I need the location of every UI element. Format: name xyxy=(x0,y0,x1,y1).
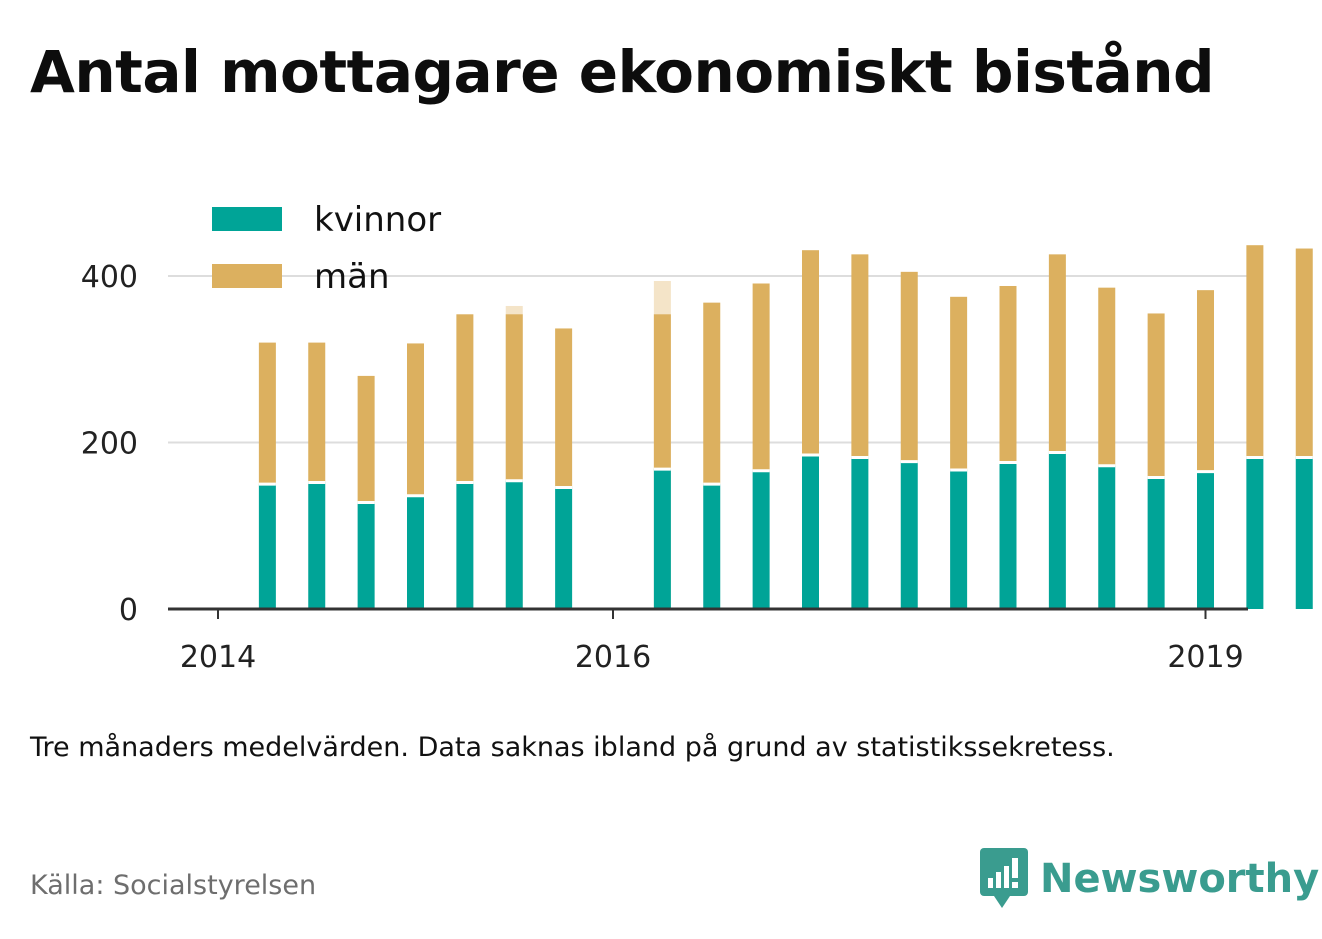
bar-kvinnor-14 xyxy=(950,469,968,609)
bar-man-18 xyxy=(1147,313,1165,478)
legend-swatch-1 xyxy=(212,264,282,288)
bar-man-12 xyxy=(851,254,869,458)
bar-man-1 xyxy=(308,342,326,483)
brand-name: Newsworthy xyxy=(1040,856,1320,902)
bar-kvinnor-3 xyxy=(407,495,424,609)
bar-man-4 xyxy=(456,314,474,483)
source-credit: Källa: Socialstyrelsen xyxy=(30,870,317,901)
newsworthy-logo-icon xyxy=(980,848,1028,908)
bar-man-14 xyxy=(950,296,968,470)
bar-kvinnor-21 xyxy=(1295,457,1313,609)
bar-man-11 xyxy=(802,250,819,455)
bar-kvinnor-8 xyxy=(653,469,671,609)
bar-man-19 xyxy=(1197,290,1214,472)
x-tick-label-2019: 2019 xyxy=(1167,640,1243,675)
legend-label-0: kvinnor xyxy=(314,200,441,240)
bar-kvinnor-11 xyxy=(802,454,819,609)
y-tick-label-400: 400 xyxy=(81,260,138,295)
legend-swatch-0 xyxy=(212,207,282,231)
bar-kvinnor-1 xyxy=(308,482,326,609)
bar-kvinnor-6 xyxy=(555,487,573,609)
x-tick-label-2014: 2014 xyxy=(180,640,256,675)
bar-man-16 xyxy=(1048,254,1066,453)
legend: kvinnor män xyxy=(212,200,441,297)
bar-kvinnor-10 xyxy=(752,470,770,609)
bar-man-9 xyxy=(703,302,721,485)
bar-kvinnor-13 xyxy=(900,461,918,609)
bar-kvinnor-19 xyxy=(1197,471,1214,609)
legend-label-1: män xyxy=(314,257,390,297)
bar-man-0 xyxy=(258,342,276,485)
bar-man-20 xyxy=(1246,245,1264,458)
brand-logo: Newsworthy xyxy=(980,848,1319,910)
bar-man-3 xyxy=(407,343,424,496)
bar-kvinnor-18 xyxy=(1147,477,1165,609)
bar-kvinnor-9 xyxy=(703,484,721,609)
bar-man-2 xyxy=(357,375,375,503)
bar-kvinnor-17 xyxy=(1098,465,1116,609)
bar-man-17 xyxy=(1098,287,1116,466)
bar-man-13 xyxy=(900,271,918,462)
bar-kvinnor-15 xyxy=(999,462,1017,609)
bar-man-15 xyxy=(999,285,1017,463)
bar-man-8 xyxy=(653,314,671,470)
chart-title: Antal mottagare ekonomiskt bistånd xyxy=(30,38,1215,106)
bar-kvinnor-0 xyxy=(258,484,276,609)
bar-kvinnor-12 xyxy=(851,457,869,609)
bar-man-5 xyxy=(505,314,523,481)
chart-note: Tre månaders medelvärden. Data saknas ib… xyxy=(30,732,1115,763)
bar-man-6 xyxy=(555,328,573,488)
bar-kvinnor-5 xyxy=(505,480,523,609)
bar-kvinnor-2 xyxy=(357,502,375,609)
axes: 020040020142016201920212023 xyxy=(81,260,1248,675)
bar-kvinnor-20 xyxy=(1246,457,1264,609)
x-tick-label-2016: 2016 xyxy=(575,640,651,675)
bar-man-10 xyxy=(752,283,770,471)
bar-kvinnor-4 xyxy=(456,482,474,609)
bar-man-21 xyxy=(1295,248,1313,458)
bars xyxy=(258,245,1313,609)
y-tick-label-0: 0 xyxy=(119,593,138,628)
y-tick-label-200: 200 xyxy=(81,427,138,462)
bar-kvinnor-16 xyxy=(1048,452,1066,609)
